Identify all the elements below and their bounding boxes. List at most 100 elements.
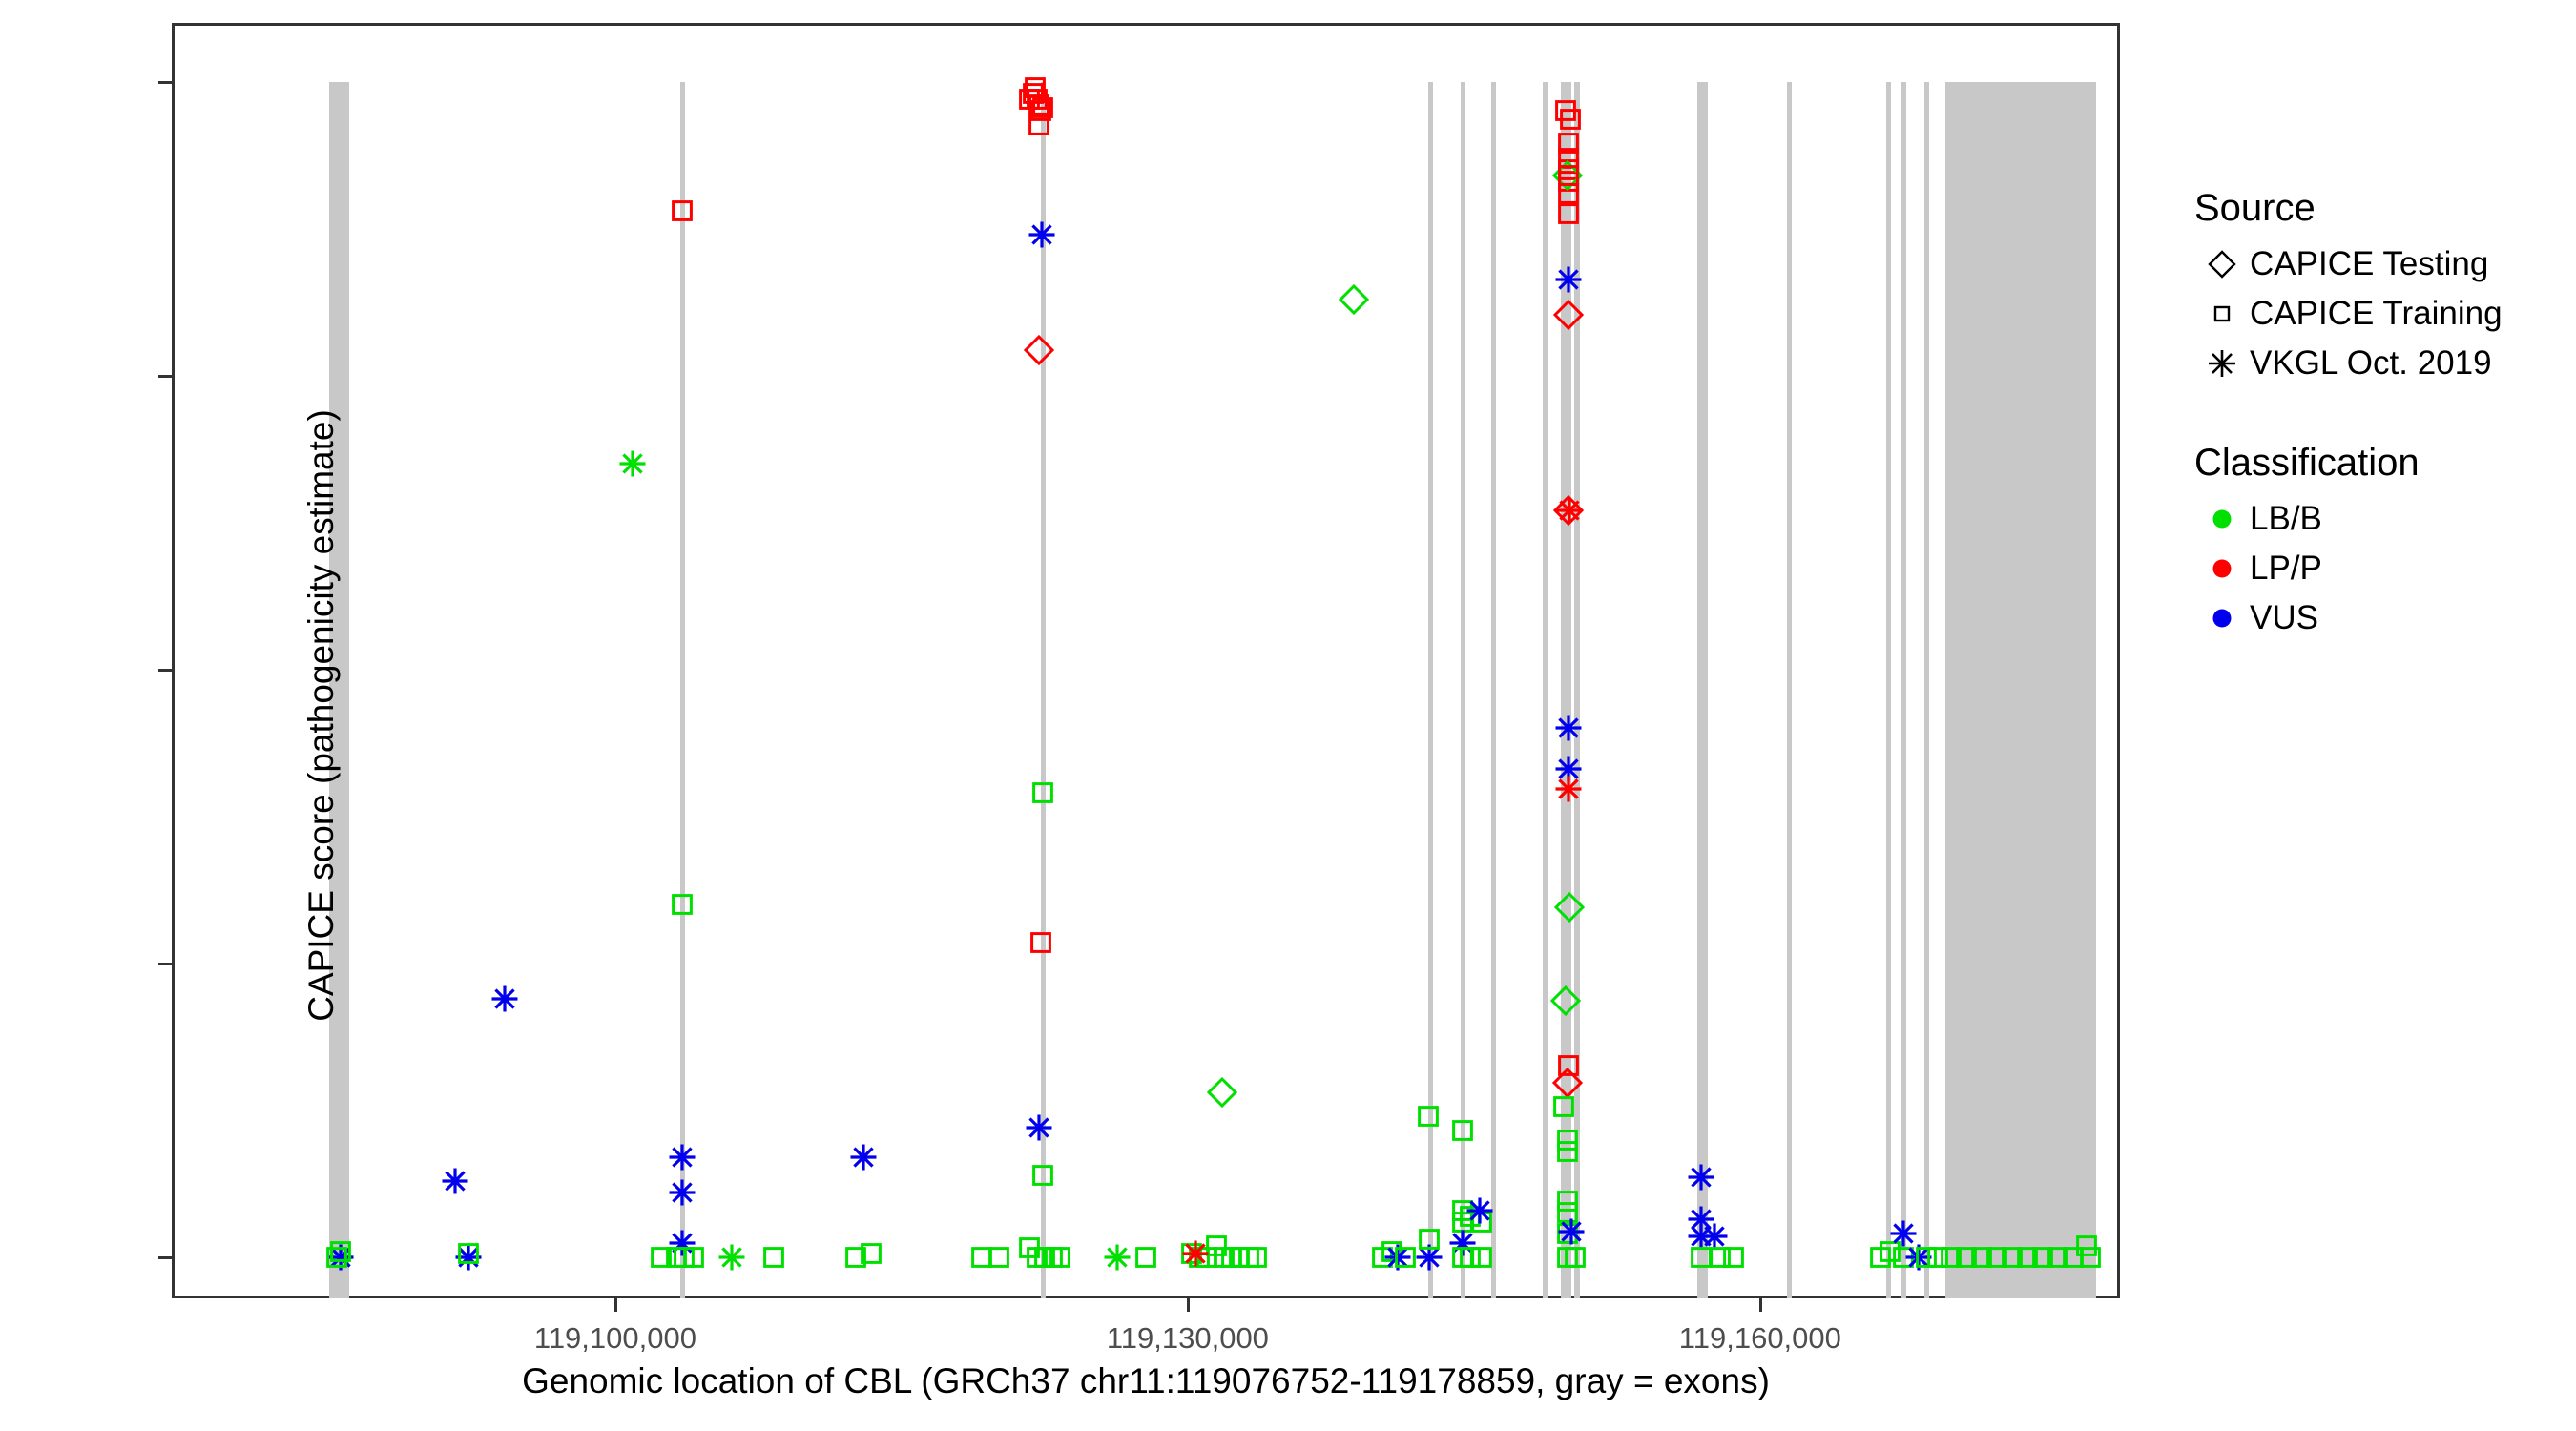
circle-blue-icon xyxy=(2194,602,2250,634)
data-point-square xyxy=(2016,1246,2038,1268)
data-point-asterisk xyxy=(1557,1217,1586,1246)
data-point-square xyxy=(651,1246,672,1268)
legend-source-title: Source xyxy=(2194,187,2316,229)
data-point-square xyxy=(1459,1246,1481,1268)
data-point-square xyxy=(987,1246,1009,1268)
data-point-square xyxy=(1394,1246,1416,1268)
legend-classification-title: Classification xyxy=(2194,442,2420,484)
x-axis-title: Genomic location of CBL (GRCh37 chr11:11… xyxy=(522,1361,1770,1400)
data-point-asterisk xyxy=(1465,1196,1494,1225)
data-point-square xyxy=(1557,202,1579,224)
data-point-asterisk xyxy=(618,449,647,478)
legend-item-capice-testing[interactable]: CAPICE Testing xyxy=(2194,239,2576,289)
data-point-diamond xyxy=(1023,334,1055,365)
exon-bar xyxy=(1427,81,1433,1298)
data-point-square xyxy=(1029,931,1051,953)
data-point-diamond xyxy=(1552,299,1584,330)
exon-bar xyxy=(1696,81,1709,1298)
data-point-square xyxy=(763,1246,784,1268)
y-axis-tick-mark xyxy=(158,1255,172,1259)
circle-green-icon xyxy=(2194,503,2250,535)
circle-red-icon xyxy=(2194,552,2250,585)
data-point-diamond xyxy=(1553,891,1585,923)
data-point-square xyxy=(1879,1240,1901,1262)
legend-label-capice-training: CAPICE Training xyxy=(2250,295,2503,332)
data-point-square xyxy=(1470,1246,1492,1268)
data-point-square xyxy=(1418,1229,1440,1251)
data-point-square xyxy=(1556,1202,1578,1223)
data-point-asterisk xyxy=(1700,1222,1729,1251)
data-point-asterisk xyxy=(849,1143,878,1172)
y-axis-tick-mark xyxy=(158,962,172,965)
data-point-asterisk xyxy=(1181,1239,1210,1268)
legend-spacer xyxy=(2194,388,2576,442)
plot-panel xyxy=(172,23,2120,1298)
data-point-square xyxy=(1417,1106,1439,1127)
data-point-asterisk xyxy=(1025,1113,1053,1142)
data-point-square xyxy=(1915,1246,1937,1268)
exon-bar xyxy=(679,81,685,1298)
data-point-asterisk xyxy=(668,1143,696,1172)
data-point-square xyxy=(1556,1141,1578,1162)
legend: Source CAPICE Testing CAPICE Training VK… xyxy=(2194,187,2576,643)
exon-bar xyxy=(1923,81,1929,1298)
x-axis-tick-label: 119,160,000 xyxy=(1678,1321,1841,1355)
data-point-square xyxy=(1926,1246,1948,1268)
x-axis-tick-mark xyxy=(1758,1298,1762,1312)
legend-label-vkgl: VKGL Oct. 2019 xyxy=(2250,344,2492,382)
data-point-diamond xyxy=(1551,1068,1583,1099)
data-point-square xyxy=(1245,1246,1267,1268)
diamond-outline-icon xyxy=(2194,248,2250,280)
data-point-square xyxy=(458,1243,479,1265)
legend-label-vus: VUS xyxy=(2250,599,2318,636)
data-point-square xyxy=(1559,109,1581,130)
exon-bar xyxy=(1885,81,1891,1298)
data-point-asterisk xyxy=(1554,775,1583,803)
data-point-diamond xyxy=(1549,985,1581,1017)
x-axis-tick-label: 119,130,000 xyxy=(1106,1321,1269,1355)
y-axis-tick-mark xyxy=(158,80,172,84)
exon-bar xyxy=(1040,81,1046,1298)
legend-item-vkgl[interactable]: VKGL Oct. 2019 xyxy=(2194,339,2576,388)
x-axis-tick-mark xyxy=(1186,1298,1190,1312)
data-point-diamond xyxy=(1338,283,1369,315)
data-point-square xyxy=(1709,1246,1731,1268)
data-point-asterisk xyxy=(717,1243,746,1272)
data-point-square xyxy=(1381,1240,1402,1262)
exon-bar xyxy=(328,81,349,1298)
data-point-square xyxy=(683,1246,704,1268)
data-point-square xyxy=(2031,1246,2053,1268)
data-point-square xyxy=(1722,1246,1744,1268)
data-point-diamond xyxy=(1206,1077,1237,1109)
data-point-asterisk xyxy=(1555,496,1584,525)
legend-item-lbb[interactable]: LB/B xyxy=(2194,494,2576,544)
data-point-square xyxy=(1985,1246,2007,1268)
legend-label-lpp: LP/P xyxy=(2250,550,2322,587)
data-point-square xyxy=(2046,1246,2068,1268)
data-point-square xyxy=(1557,165,1579,187)
data-point-square xyxy=(2075,1234,2097,1256)
data-point-asterisk xyxy=(1554,265,1583,294)
exon-bar xyxy=(1573,81,1581,1298)
legend-item-vus[interactable]: VUS xyxy=(2194,593,2576,643)
data-point-square xyxy=(1557,1055,1579,1076)
exon-bar xyxy=(1460,81,1465,1298)
data-point-square xyxy=(2001,1246,2023,1268)
exon-bar xyxy=(1944,81,2096,1298)
data-point-asterisk xyxy=(1103,1243,1132,1272)
legend-item-capice-training[interactable]: CAPICE Training xyxy=(2194,289,2576,339)
data-point-square xyxy=(1028,94,1049,116)
data-point-square xyxy=(1955,1246,1977,1268)
data-point-square xyxy=(1556,1223,1578,1245)
data-point-square xyxy=(1970,1246,1992,1268)
x-axis-tick-mark xyxy=(613,1298,617,1312)
data-point-asterisk xyxy=(441,1167,469,1195)
data-point-asterisk xyxy=(1889,1219,1918,1248)
data-point-square xyxy=(1940,1246,1962,1268)
exon-bar xyxy=(1786,81,1792,1298)
data-point-square xyxy=(1134,1246,1156,1268)
legend-item-lpp[interactable]: LP/P xyxy=(2194,544,2576,593)
y-axis-tick-mark xyxy=(158,374,172,378)
data-point-square xyxy=(1552,1096,1574,1118)
data-point-square xyxy=(1557,132,1579,154)
